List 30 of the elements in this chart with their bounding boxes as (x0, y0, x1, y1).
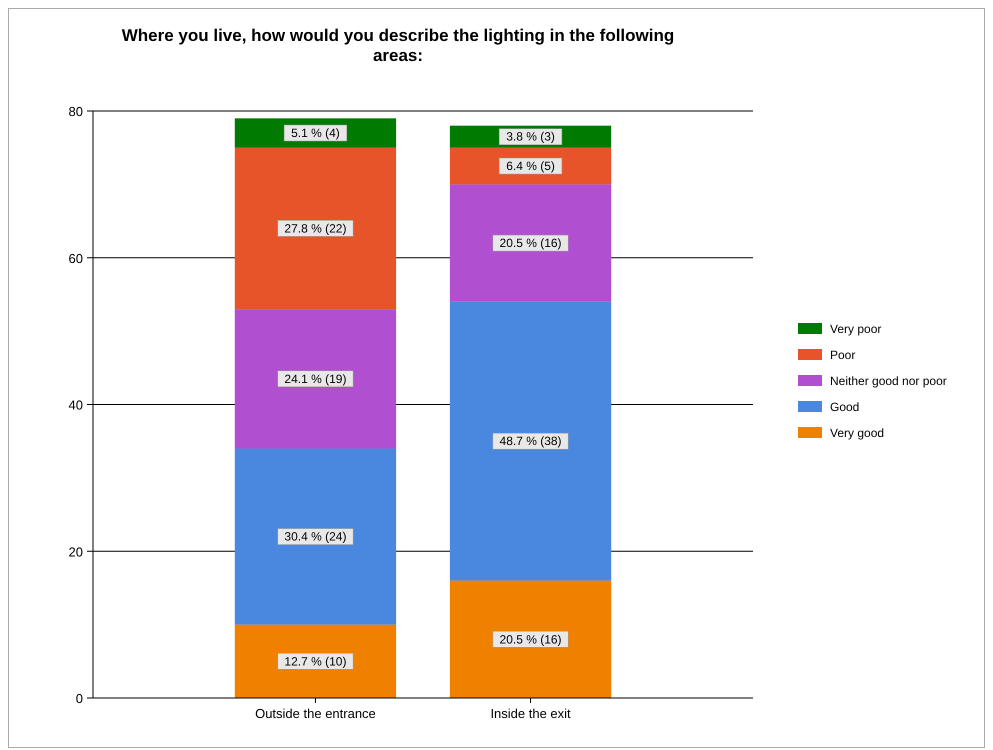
data-label: 27.8 % (22) (284, 221, 346, 236)
legend-label: Very poor (830, 322, 882, 336)
legend-label: Good (830, 400, 860, 414)
data-label: 20.5 % (16) (500, 632, 562, 646)
data-label: 5.1 % (4) (291, 126, 340, 140)
bar (234, 309, 396, 449)
bar (234, 148, 396, 310)
bar (450, 302, 612, 581)
bar (234, 448, 396, 625)
legend-label: Neither good nor poor (830, 374, 947, 388)
data-label: 30.4 % (24) (284, 530, 346, 544)
bar (450, 184, 612, 302)
data-label: 3.8 % (3) (506, 130, 555, 144)
data-label: 24.1 % (19) (284, 372, 346, 386)
bar (450, 580, 612, 698)
y-tick-label: 60 (68, 250, 83, 266)
legend-label: Poor (830, 348, 856, 362)
y-tick-label: 20 (68, 544, 83, 560)
data-label: 48.7 % (38) (500, 434, 562, 448)
data-label: 6.4 % (5) (506, 159, 555, 174)
data-label: 20.5 % (16) (500, 236, 562, 250)
data-label: 12.7 % (10) (284, 654, 346, 668)
y-tick-label: 40 (68, 398, 83, 412)
x-tick-label: Outside the entrance (255, 706, 376, 721)
legend-label: Very good (830, 426, 884, 440)
x-tick-label: Inside the exit (490, 706, 572, 721)
bar (234, 624, 396, 698)
y-tick-label: 0 (76, 691, 83, 706)
y-tick-label: 80 (68, 104, 83, 119)
chart-title: Where you live, how would you describe the lighting in the following areas: (120, 26, 676, 66)
